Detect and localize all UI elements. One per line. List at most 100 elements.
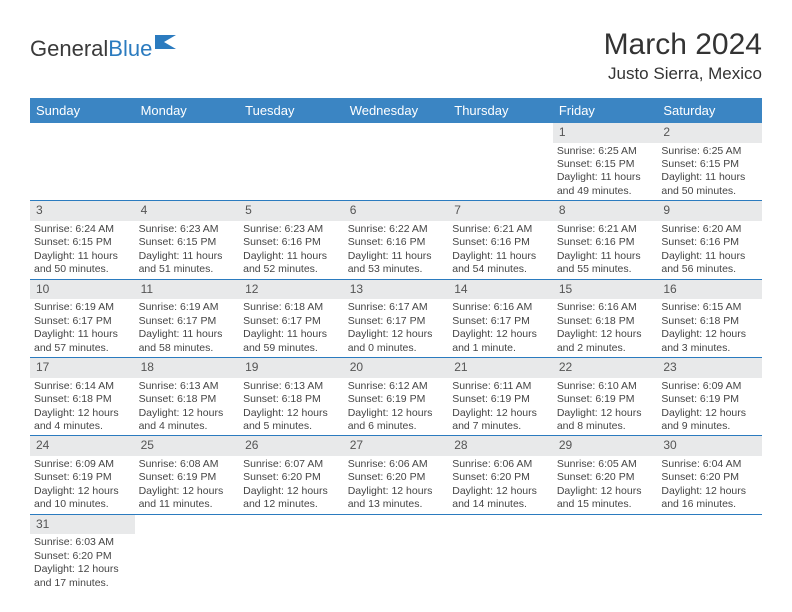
calendar-body: 1Sunrise: 6:25 AMSunset: 6:15 PMDaylight… — [30, 123, 762, 592]
date-number: 9 — [657, 201, 762, 221]
date-number: 19 — [239, 358, 344, 378]
daylight-text: Daylight: 11 hours and 56 minutes. — [661, 250, 758, 277]
sunset-text: Sunset: 6:20 PM — [34, 550, 131, 563]
sunrise-text: Sunrise: 6:19 AM — [34, 301, 131, 314]
calendar-cell: 31Sunrise: 6:03 AMSunset: 6:20 PMDayligh… — [30, 514, 135, 592]
daylight-text: Daylight: 12 hours and 5 minutes. — [243, 407, 340, 434]
sunset-text: Sunset: 6:19 PM — [557, 393, 654, 406]
cell-body: Sunrise: 6:19 AMSunset: 6:17 PMDaylight:… — [135, 299, 240, 357]
sunset-text: Sunset: 6:18 PM — [34, 393, 131, 406]
daylight-text: Daylight: 12 hours and 3 minutes. — [661, 328, 758, 355]
calendar-cell: 10Sunrise: 6:19 AMSunset: 6:17 PMDayligh… — [30, 279, 135, 357]
cell-body: Sunrise: 6:12 AMSunset: 6:19 PMDaylight:… — [344, 378, 449, 436]
sunrise-text: Sunrise: 6:19 AM — [139, 301, 236, 314]
daylight-text: Daylight: 12 hours and 4 minutes. — [139, 407, 236, 434]
sunset-text: Sunset: 6:16 PM — [452, 236, 549, 249]
calendar-week: 3Sunrise: 6:24 AMSunset: 6:15 PMDaylight… — [30, 201, 762, 279]
calendar-cell: 15Sunrise: 6:16 AMSunset: 6:18 PMDayligh… — [553, 279, 658, 357]
cell-body: Sunrise: 6:07 AMSunset: 6:20 PMDaylight:… — [239, 456, 344, 514]
sunrise-text: Sunrise: 6:03 AM — [34, 536, 131, 549]
title-block: March 2024 Justo Sierra, Mexico — [604, 28, 762, 84]
sunset-text: Sunset: 6:20 PM — [452, 471, 549, 484]
cell-body: Sunrise: 6:03 AMSunset: 6:20 PMDaylight:… — [30, 534, 135, 592]
daylight-text: Daylight: 12 hours and 11 minutes. — [139, 485, 236, 512]
sunset-text: Sunset: 6:19 PM — [348, 393, 445, 406]
calendar-cell — [553, 514, 658, 592]
cell-body: Sunrise: 6:18 AMSunset: 6:17 PMDaylight:… — [239, 299, 344, 357]
date-number: 29 — [553, 436, 658, 456]
logo-text-1: General — [30, 36, 108, 61]
cell-body: Sunrise: 6:14 AMSunset: 6:18 PMDaylight:… — [30, 378, 135, 436]
sunset-text: Sunset: 6:19 PM — [661, 393, 758, 406]
sunset-text: Sunset: 6:16 PM — [661, 236, 758, 249]
weekday-header: Sunday — [30, 98, 135, 123]
sunset-text: Sunset: 6:18 PM — [557, 315, 654, 328]
daylight-text: Daylight: 11 hours and 49 minutes. — [557, 171, 654, 198]
calendar-week: 17Sunrise: 6:14 AMSunset: 6:18 PMDayligh… — [30, 358, 762, 436]
location: Justo Sierra, Mexico — [604, 64, 762, 84]
cell-body: Sunrise: 6:05 AMSunset: 6:20 PMDaylight:… — [553, 456, 658, 514]
cell-body: Sunrise: 6:25 AMSunset: 6:15 PMDaylight:… — [657, 143, 762, 201]
header: GeneralBlue March 2024 Justo Sierra, Mex… — [30, 28, 762, 84]
cell-body: Sunrise: 6:23 AMSunset: 6:16 PMDaylight:… — [239, 221, 344, 279]
calendar-table: SundayMondayTuesdayWednesdayThursdayFrid… — [30, 98, 762, 592]
cell-body: Sunrise: 6:19 AMSunset: 6:17 PMDaylight:… — [30, 299, 135, 357]
daylight-text: Daylight: 12 hours and 2 minutes. — [557, 328, 654, 355]
sunrise-text: Sunrise: 6:13 AM — [243, 380, 340, 393]
daylight-text: Daylight: 12 hours and 17 minutes. — [34, 563, 131, 590]
calendar-cell — [344, 514, 449, 592]
daylight-text: Daylight: 12 hours and 12 minutes. — [243, 485, 340, 512]
calendar-cell: 23Sunrise: 6:09 AMSunset: 6:19 PMDayligh… — [657, 358, 762, 436]
date-number: 28 — [448, 436, 553, 456]
calendar-cell: 14Sunrise: 6:16 AMSunset: 6:17 PMDayligh… — [448, 279, 553, 357]
date-number: 5 — [239, 201, 344, 221]
daylight-text: Daylight: 12 hours and 10 minutes. — [34, 485, 131, 512]
date-number: 11 — [135, 280, 240, 300]
calendar-cell — [448, 514, 553, 592]
sunset-text: Sunset: 6:17 PM — [139, 315, 236, 328]
calendar-cell: 27Sunrise: 6:06 AMSunset: 6:20 PMDayligh… — [344, 436, 449, 514]
daylight-text: Daylight: 11 hours and 52 minutes. — [243, 250, 340, 277]
calendar-cell: 7Sunrise: 6:21 AMSunset: 6:16 PMDaylight… — [448, 201, 553, 279]
calendar-cell: 24Sunrise: 6:09 AMSunset: 6:19 PMDayligh… — [30, 436, 135, 514]
date-number: 18 — [135, 358, 240, 378]
date-number: 16 — [657, 280, 762, 300]
weekday-row: SundayMondayTuesdayWednesdayThursdayFrid… — [30, 98, 762, 123]
calendar-cell — [657, 514, 762, 592]
date-number: 14 — [448, 280, 553, 300]
sunset-text: Sunset: 6:18 PM — [243, 393, 340, 406]
sunset-text: Sunset: 6:20 PM — [348, 471, 445, 484]
date-number: 13 — [344, 280, 449, 300]
date-number: 21 — [448, 358, 553, 378]
daylight-text: Daylight: 12 hours and 16 minutes. — [661, 485, 758, 512]
sunset-text: Sunset: 6:20 PM — [661, 471, 758, 484]
date-number: 25 — [135, 436, 240, 456]
sunset-text: Sunset: 6:20 PM — [243, 471, 340, 484]
calendar-cell — [448, 123, 553, 201]
sunrise-text: Sunrise: 6:16 AM — [557, 301, 654, 314]
calendar-cell — [30, 123, 135, 201]
weekday-header: Tuesday — [239, 98, 344, 123]
calendar-cell — [135, 514, 240, 592]
calendar-week: 24Sunrise: 6:09 AMSunset: 6:19 PMDayligh… — [30, 436, 762, 514]
daylight-text: Daylight: 12 hours and 15 minutes. — [557, 485, 654, 512]
daylight-text: Daylight: 12 hours and 8 minutes. — [557, 407, 654, 434]
cell-body: Sunrise: 6:04 AMSunset: 6:20 PMDaylight:… — [657, 456, 762, 514]
weekday-header: Saturday — [657, 98, 762, 123]
date-number: 3 — [30, 201, 135, 221]
calendar-cell: 25Sunrise: 6:08 AMSunset: 6:19 PMDayligh… — [135, 436, 240, 514]
sunrise-text: Sunrise: 6:11 AM — [452, 380, 549, 393]
date-number: 20 — [344, 358, 449, 378]
daylight-text: Daylight: 12 hours and 4 minutes. — [34, 407, 131, 434]
daylight-text: Daylight: 11 hours and 53 minutes. — [348, 250, 445, 277]
cell-body: Sunrise: 6:13 AMSunset: 6:18 PMDaylight:… — [135, 378, 240, 436]
calendar-cell: 9Sunrise: 6:20 AMSunset: 6:16 PMDaylight… — [657, 201, 762, 279]
date-number: 30 — [657, 436, 762, 456]
cell-body: Sunrise: 6:09 AMSunset: 6:19 PMDaylight:… — [30, 456, 135, 514]
sunrise-text: Sunrise: 6:17 AM — [348, 301, 445, 314]
logo: GeneralBlue — [30, 36, 178, 62]
sunrise-text: Sunrise: 6:25 AM — [661, 145, 758, 158]
daylight-text: Daylight: 11 hours and 59 minutes. — [243, 328, 340, 355]
cell-body: Sunrise: 6:10 AMSunset: 6:19 PMDaylight:… — [553, 378, 658, 436]
weekday-header: Thursday — [448, 98, 553, 123]
